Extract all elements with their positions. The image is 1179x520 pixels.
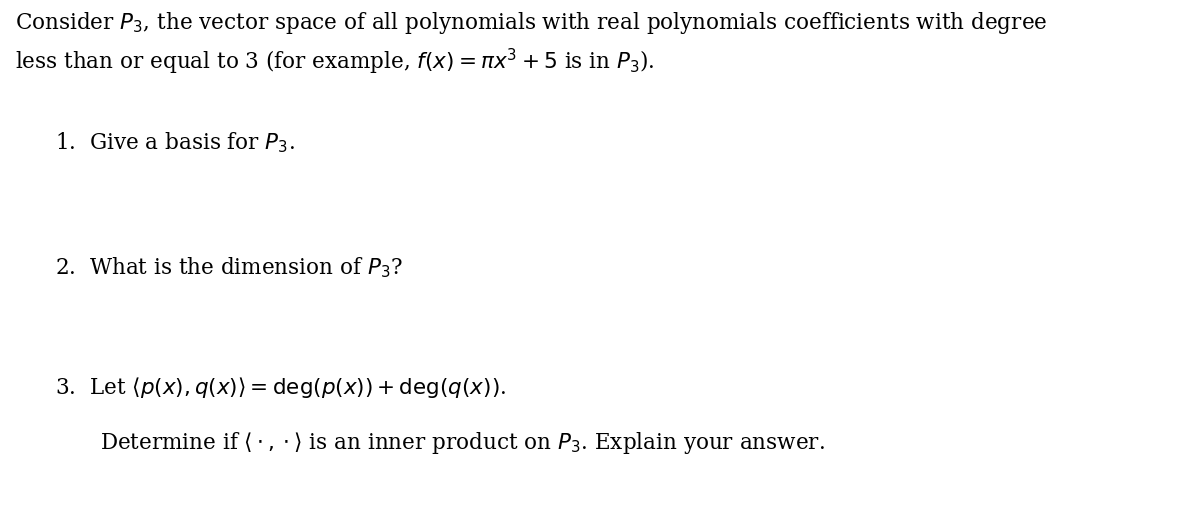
Text: 3.  Let $\langle p(x), q(x)\rangle = \mathrm{deg}(p(x)) + \mathrm{deg}(q(x))$.: 3. Let $\langle p(x), q(x)\rangle = \mat… [55,375,506,400]
Text: 2.  What is the dimension of $P_3$?: 2. What is the dimension of $P_3$? [55,255,403,280]
Text: Consider $P_3$, the vector space of all polynomials with real polynomials coeffi: Consider $P_3$, the vector space of all … [15,10,1047,36]
Text: Determine if $\langle\cdot,\cdot\rangle$ is an inner product on $P_3$. Explain y: Determine if $\langle\cdot,\cdot\rangle$… [100,430,825,456]
Text: less than or equal to 3 (for example, $f(x) = \pi x^3 + 5$ is in $P_3$).: less than or equal to 3 (for example, $f… [15,47,654,77]
Text: 1.  Give a basis for $P_3$.: 1. Give a basis for $P_3$. [55,130,295,154]
